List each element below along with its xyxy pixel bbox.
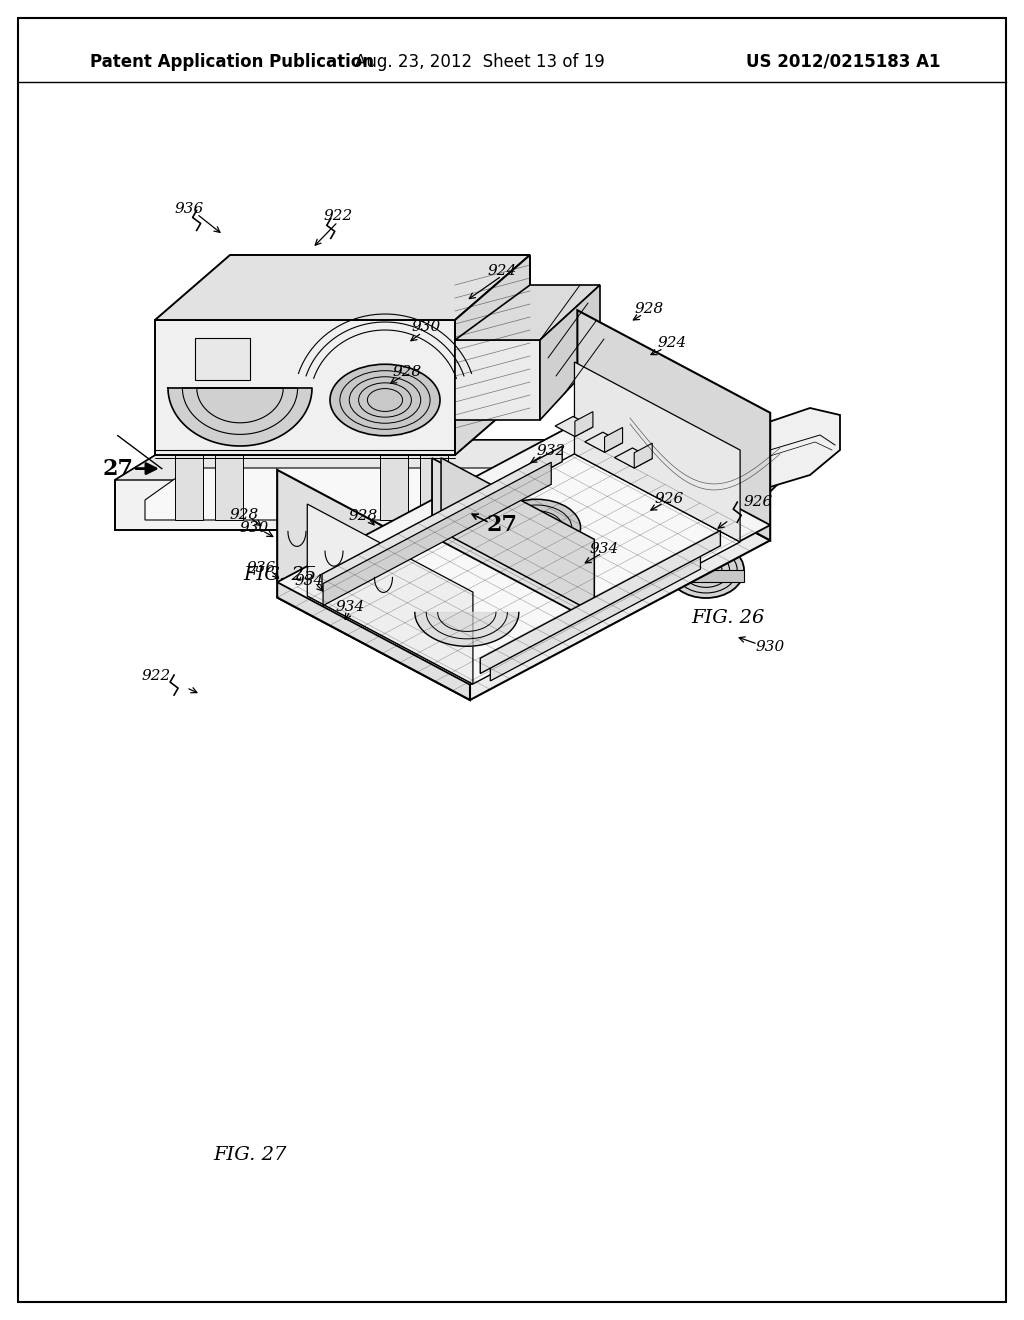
Polygon shape: [634, 444, 652, 469]
Polygon shape: [432, 458, 586, 618]
Polygon shape: [415, 612, 519, 647]
Polygon shape: [480, 531, 721, 673]
Polygon shape: [441, 458, 594, 612]
Polygon shape: [335, 520, 365, 535]
Text: 928: 928: [349, 510, 378, 523]
Polygon shape: [195, 338, 250, 380]
Polygon shape: [155, 255, 530, 319]
Polygon shape: [574, 412, 593, 437]
Text: 924: 924: [487, 264, 516, 277]
Ellipse shape: [493, 499, 581, 557]
Polygon shape: [630, 408, 780, 517]
Polygon shape: [574, 362, 740, 543]
Text: 27: 27: [486, 515, 517, 536]
Text: FIG. 26: FIG. 26: [691, 609, 765, 627]
Polygon shape: [668, 570, 744, 582]
Text: Aug. 23, 2012  Sheet 13 of 19: Aug. 23, 2012 Sheet 13 of 19: [355, 53, 605, 71]
Text: 932: 932: [537, 445, 565, 458]
Ellipse shape: [668, 543, 744, 598]
Text: 926: 926: [743, 495, 772, 508]
Text: 934: 934: [590, 543, 618, 556]
Polygon shape: [155, 319, 455, 455]
Polygon shape: [420, 455, 449, 520]
Text: 934: 934: [336, 601, 365, 614]
Polygon shape: [455, 255, 530, 455]
Text: 930: 930: [412, 321, 440, 334]
Polygon shape: [175, 455, 203, 520]
Polygon shape: [115, 440, 560, 531]
Text: 926: 926: [654, 492, 683, 506]
Polygon shape: [614, 447, 652, 469]
Polygon shape: [290, 520, 319, 535]
Polygon shape: [682, 495, 730, 545]
Polygon shape: [604, 428, 623, 453]
Text: 936: 936: [247, 561, 275, 574]
Text: 928: 928: [229, 508, 258, 521]
Polygon shape: [278, 422, 770, 685]
Polygon shape: [585, 432, 623, 453]
Polygon shape: [145, 469, 520, 520]
Polygon shape: [555, 416, 593, 437]
Polygon shape: [540, 285, 600, 420]
Polygon shape: [307, 504, 473, 684]
Polygon shape: [760, 408, 840, 490]
Text: Patent Application Publication: Patent Application Publication: [90, 53, 374, 71]
Text: 936: 936: [175, 202, 204, 215]
Polygon shape: [578, 310, 770, 540]
Polygon shape: [455, 285, 600, 341]
Text: 930: 930: [756, 640, 784, 653]
Text: 27: 27: [102, 458, 133, 479]
Ellipse shape: [610, 442, 666, 482]
Ellipse shape: [330, 364, 440, 436]
Polygon shape: [380, 455, 408, 520]
Polygon shape: [324, 462, 551, 606]
Polygon shape: [610, 444, 666, 462]
Polygon shape: [322, 446, 562, 590]
Text: 928: 928: [635, 302, 664, 315]
Polygon shape: [455, 341, 540, 420]
Text: 930: 930: [240, 521, 268, 535]
Text: 922: 922: [141, 669, 170, 682]
Text: 922: 922: [324, 210, 352, 223]
Polygon shape: [307, 454, 740, 684]
Text: 924: 924: [657, 337, 686, 350]
Text: FIG. 25: FIG. 25: [244, 566, 316, 583]
Text: FIG. 27: FIG. 27: [213, 1146, 287, 1164]
Text: US 2012/0215183 A1: US 2012/0215183 A1: [745, 53, 940, 71]
Polygon shape: [490, 552, 700, 681]
Text: 934: 934: [295, 574, 324, 587]
Text: 928: 928: [393, 366, 422, 379]
Polygon shape: [115, 440, 560, 480]
Polygon shape: [215, 455, 243, 520]
Polygon shape: [168, 388, 312, 446]
Polygon shape: [278, 438, 770, 700]
Polygon shape: [278, 470, 470, 700]
